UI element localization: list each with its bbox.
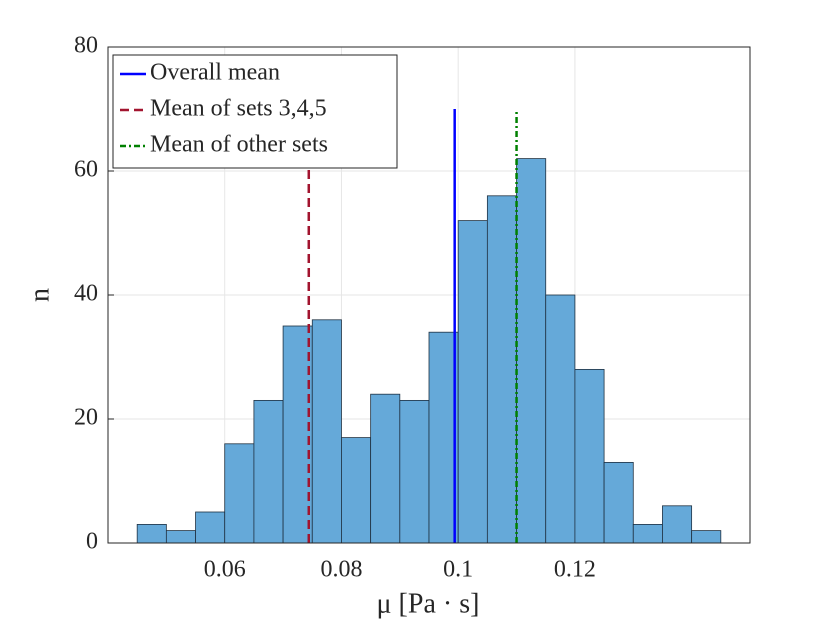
bar: [399, 399, 430, 544]
bar: [516, 158, 547, 544]
bar: [632, 524, 663, 544]
bar: [457, 220, 488, 544]
y-tick-label: 20: [74, 405, 98, 431]
x-axis-label: μ [Pa · s]: [377, 588, 480, 619]
bar: [311, 319, 342, 544]
bar: [341, 437, 372, 544]
bar: [165, 530, 196, 544]
legend-label: Mean of other sets: [150, 132, 328, 158]
bar: [574, 368, 605, 544]
y-tick-label: 0: [86, 529, 98, 555]
bar: [136, 524, 167, 544]
x-tick-label: 0.06: [204, 557, 246, 583]
x-tick-label: 0.08: [320, 557, 362, 583]
y-tick-label: 80: [74, 33, 98, 59]
bar: [662, 505, 693, 544]
x-tick-label: 0.1: [443, 557, 473, 583]
bar: [603, 461, 634, 544]
bar: [253, 399, 284, 544]
y-tick-label: 40: [74, 281, 98, 307]
bar: [195, 511, 226, 544]
bar: [224, 443, 255, 544]
legend-label: Mean of sets 3,4,5: [150, 96, 327, 122]
y-tick-label: 60: [74, 157, 98, 183]
legend-box: [112, 54, 398, 169]
y-axis-label: n: [24, 288, 55, 302]
legend-label: Overall mean: [150, 60, 280, 86]
legend: Overall mean Mean of sets 3,4,5 Mean of ot…: [112, 54, 398, 169]
bar: [370, 393, 401, 544]
bar: [486, 195, 517, 544]
bar: [545, 294, 576, 544]
x-tick-label: 0.12: [554, 557, 596, 583]
plot-frame: [107, 46, 751, 544]
bar: [691, 530, 722, 544]
